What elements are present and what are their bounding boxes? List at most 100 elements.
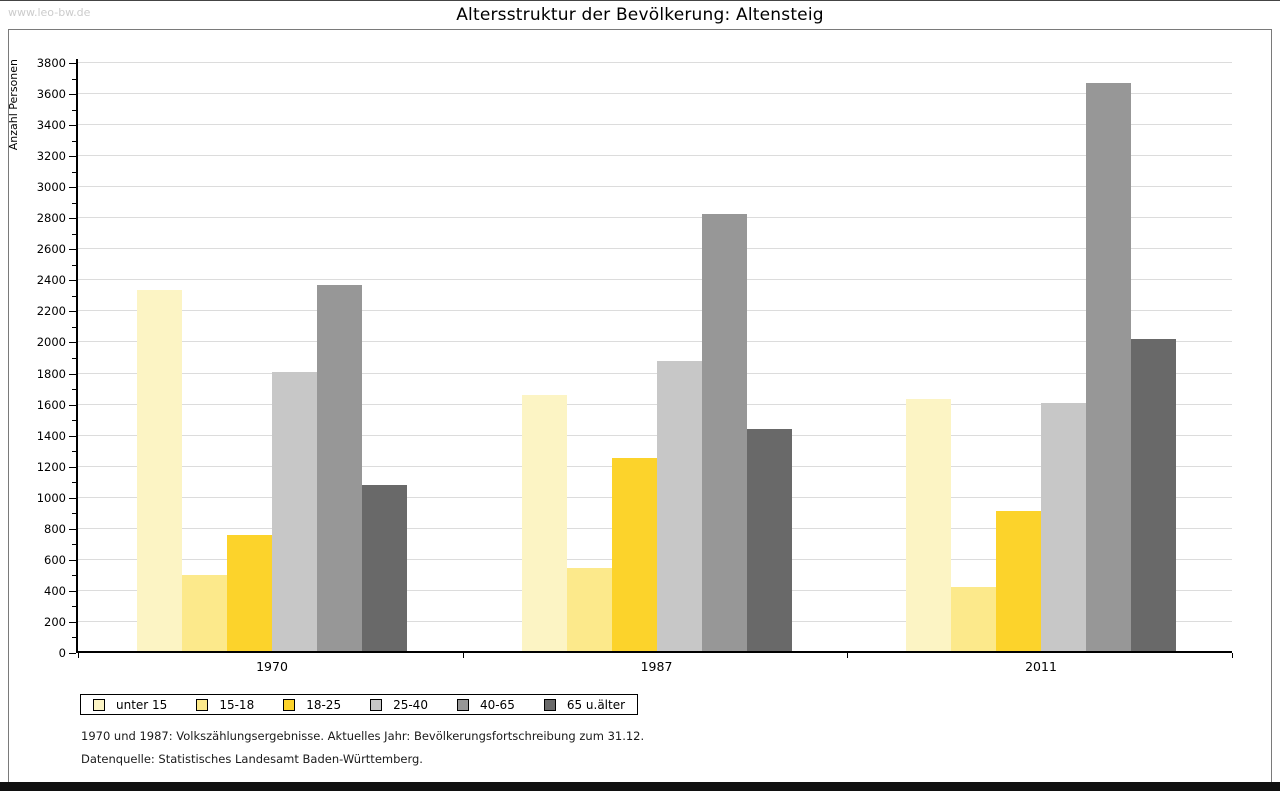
legend-item-unter-15: unter 15 <box>93 698 167 712</box>
legend-swatch-40-65 <box>456 698 469 711</box>
legend-label-25-40: 25-40 <box>393 697 428 712</box>
y-tick-label-1800: 1800 <box>36 366 66 381</box>
y-tick-label-800: 800 <box>44 521 66 536</box>
watermark: www.leo-bw.de <box>8 6 91 19</box>
gridline-2800 <box>78 217 1232 219</box>
bar-40-65-2011 <box>1086 83 1131 653</box>
x-category-label-1970: 1970 <box>256 659 288 674</box>
bar-15-18-1970 <box>182 574 227 653</box>
gridline-3800 <box>78 62 1232 63</box>
y-major-tick-0 <box>69 653 76 654</box>
y-major-tick-2200 <box>69 311 76 313</box>
y-major-tick-2000 <box>69 342 76 344</box>
bar-unter-15-1970 <box>137 290 182 653</box>
legend-item-65-u.älter: 65 u.älter <box>543 697 626 712</box>
page-title: Altersstruktur der Bevölkerung: Altenste… <box>456 5 824 25</box>
y-major-tick-3800 <box>69 63 76 64</box>
x-axis-line <box>76 651 1232 653</box>
bar-65-u.älter-1987 <box>746 428 792 653</box>
gridline-3600 <box>78 93 1232 95</box>
x-tick-0 <box>78 653 79 658</box>
legend-item-25-40: 25-40 <box>370 698 428 712</box>
y-tick-label-1000: 1000 <box>36 490 66 505</box>
y-tick-label-400: 400 <box>44 583 66 598</box>
bar-25-40-1970 <box>272 371 317 653</box>
bar-unter-15-2011 <box>906 399 951 653</box>
gridline-1800 <box>78 372 1232 374</box>
x-category-label-1987: 1987 <box>640 659 673 674</box>
y-tick-label-1400: 1400 <box>36 428 66 443</box>
x-tick-2 <box>847 653 849 658</box>
y-tick-label-200: 200 <box>44 614 66 629</box>
y-major-tick-3000 <box>69 187 76 189</box>
x-category-label-2011: 2011 <box>1025 659 1057 674</box>
legend-label-40-65: 40-65 <box>479 697 515 712</box>
y-axis-line <box>76 59 78 653</box>
legend-swatch-65-u.älter <box>543 698 556 711</box>
gridline-3000 <box>78 186 1232 188</box>
y-tick-label-3600: 3600 <box>36 87 66 102</box>
bar-18-25-2011 <box>996 510 1041 653</box>
bar-25-40-2011 <box>1041 403 1086 653</box>
gridline-2600 <box>78 248 1232 250</box>
y-major-tick-1000 <box>69 497 76 499</box>
y-tick-label-600: 600 <box>44 552 66 567</box>
y-major-tick-200 <box>69 621 76 623</box>
gridline-2000 <box>78 341 1232 343</box>
y-tick-label-1200: 1200 <box>36 459 66 474</box>
legend-swatch-25-40 <box>370 698 383 711</box>
y-tick-label-3400: 3400 <box>36 118 66 133</box>
y-major-tick-2400 <box>69 280 76 282</box>
gridline-2200 <box>78 310 1232 312</box>
bar-18-25-1970 <box>227 535 272 653</box>
gridline-2400 <box>78 279 1232 281</box>
bar-15-18-1987 <box>566 568 612 653</box>
legend-swatch-15-18 <box>196 698 209 711</box>
plot-area <box>78 62 1232 653</box>
y-major-tick-3200 <box>69 156 76 158</box>
x-tick-3 <box>1232 653 1233 658</box>
gridline-3400 <box>78 124 1232 126</box>
gridline-1400 <box>78 434 1232 436</box>
bar-25-40-1987 <box>656 361 702 653</box>
y-major-tick-2600 <box>69 249 76 251</box>
gridline-1600 <box>78 403 1232 405</box>
y-tick-label-2400: 2400 <box>36 273 66 288</box>
bottom-bar <box>0 782 1280 791</box>
y-major-tick-1600 <box>69 404 76 406</box>
y-axis-title: Anzahl Personen <box>7 59 20 151</box>
y-major-tick-3400 <box>69 125 76 127</box>
legend-swatch-unter-15 <box>93 698 105 711</box>
bar-15-18-2011 <box>951 587 996 653</box>
x-tick-1 <box>462 653 464 658</box>
y-tick-label-2800: 2800 <box>36 211 66 226</box>
y-tick-label-3000: 3000 <box>36 180 66 195</box>
y-tick-label-0: 0 <box>58 646 66 660</box>
legend-swatch-18-25 <box>283 698 296 711</box>
bar-unter-15-1987 <box>521 395 567 653</box>
y-tick-label-2000: 2000 <box>36 335 66 350</box>
legend-item-40-65: 40-65 <box>456 697 515 712</box>
legend-item-15-18: 15-18 <box>196 698 254 712</box>
legend-label-65-u.älter: 65 u.älter <box>566 697 626 712</box>
y-major-tick-1400 <box>69 435 76 437</box>
legend-box: unter 15 15-18 18-25 25-40 40-65 65 u.älter <box>80 694 639 715</box>
bar-40-65-1987 <box>701 213 747 653</box>
legend-item-18-25: 18-25 <box>283 698 341 712</box>
bar-40-65-1970 <box>317 285 362 653</box>
legend-label-unter-15: unter 15 <box>116 697 168 712</box>
y-major-tick-400 <box>69 590 76 592</box>
bar-65-u.älter-1970 <box>362 485 407 653</box>
y-tick-label-2600: 2600 <box>36 242 66 257</box>
bar-65-u.älter-2011 <box>1131 339 1176 653</box>
bar-18-25-1987 <box>611 458 657 653</box>
y-major-tick-2800 <box>69 218 76 220</box>
y-major-tick-3600 <box>69 94 76 96</box>
y-major-tick-1800 <box>69 373 76 375</box>
y-tick-label-3200: 3200 <box>36 149 66 164</box>
legend-label-18-25: 18-25 <box>306 697 342 712</box>
y-major-tick-600 <box>69 559 76 561</box>
y-major-tick-1200 <box>69 466 76 468</box>
gridline-3200 <box>78 155 1232 157</box>
